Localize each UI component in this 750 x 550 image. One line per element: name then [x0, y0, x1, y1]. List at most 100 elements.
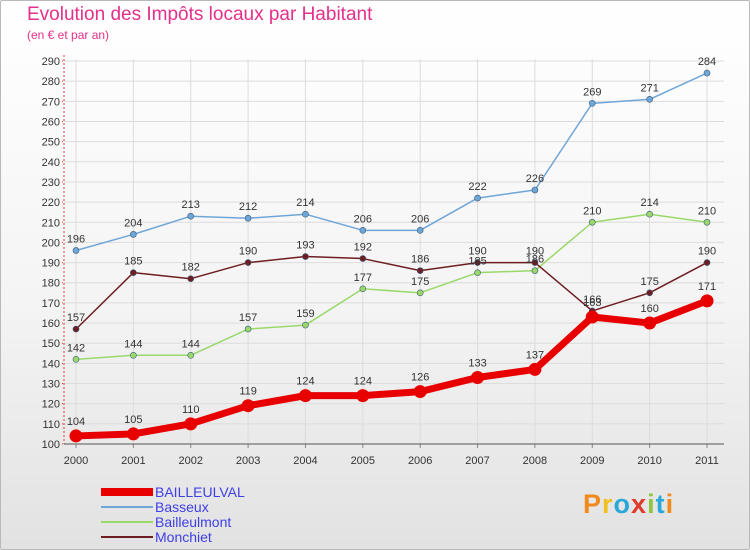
- data-label-bailleulval: 137: [526, 349, 544, 361]
- data-label-bailleulmont: 175: [411, 276, 429, 288]
- x-axis-ticks: 2000 2001 2002 2003 2004 2005 2006 2007 2008 2009…: [64, 455, 719, 467]
- y-tick-label: 240: [42, 157, 60, 169]
- data-point-bailleulmont: [531, 267, 539, 274]
- data-label-basseux: 213: [182, 199, 200, 211]
- data-label-bailleulval: 124: [296, 376, 314, 388]
- data-label-basseux: 204: [124, 217, 142, 229]
- series-line-monchiet: [75, 255, 708, 330]
- y-tick-label: 170: [42, 298, 60, 310]
- data-label-monchiet: 186: [411, 254, 429, 266]
- grid-lines: [64, 59, 724, 445]
- data-point-basseux: [359, 227, 367, 234]
- y-tick-label: 270: [42, 96, 60, 108]
- data-point-bailleulmont: [416, 289, 424, 297]
- data-point-basseux: [302, 210, 309, 218]
- y-tick-label: 140: [42, 358, 60, 370]
- data-label-bailleulval: 126: [411, 372, 429, 384]
- data-point-monchiet: [72, 325, 80, 333]
- y-tick-label: 220: [42, 197, 60, 209]
- data-label-monchiet: 175: [640, 276, 658, 288]
- data-point-bailleulmont: [474, 269, 481, 276]
- data-point-monchiet: [187, 275, 195, 283]
- data-point-basseux: [72, 247, 80, 254]
- logo-letter: t: [655, 489, 666, 519]
- data-label-basseux: 269: [583, 86, 601, 98]
- data-label-monchiet: 185: [124, 256, 142, 268]
- x-tick-label: 2010: [637, 455, 661, 467]
- data-label-basseux: 284: [698, 56, 716, 68]
- data-label-bailleulval: 160: [640, 303, 658, 315]
- data-label-monchiet: 192: [354, 242, 372, 254]
- x-tick-label: 2003: [236, 455, 260, 467]
- data-point-basseux: [130, 231, 137, 238]
- data-label-bailleulval: 124: [354, 376, 372, 388]
- logo-letter: r: [602, 489, 614, 519]
- logo-letter: i: [665, 489, 675, 519]
- data-label-bailleulval: 133: [468, 357, 486, 369]
- chart-title: Evolution des Impôts locaux par Habitant: [27, 4, 373, 25]
- x-tick-label: 2007: [465, 455, 489, 467]
- data-label-basseux: 214: [296, 197, 314, 209]
- data-point-bailleulmont: [359, 285, 367, 293]
- data-point-basseux: [244, 214, 252, 222]
- y-tick-label: 100: [42, 439, 60, 451]
- data-label-bailleulval: 104: [67, 416, 85, 428]
- data-label-monchiet: 190: [239, 246, 257, 258]
- data-label-bailleulmont: 177: [354, 272, 372, 284]
- data-label-basseux: 206: [354, 213, 372, 225]
- y-tick-label: 110: [42, 419, 60, 431]
- data-label-bailleulmont: 210: [583, 205, 601, 217]
- data-point-monchiet: [302, 253, 309, 260]
- data-point-basseux: [703, 69, 711, 77]
- data-label-bailleulmont: 214: [640, 197, 658, 209]
- data-point-bailleulval: [126, 427, 140, 441]
- y-tick-label: 190: [42, 258, 60, 270]
- line-chart: 100 110 120 130 140 150 160 170 180 190 200 210 220 2…: [42, 55, 724, 467]
- data-point-bailleulval: [69, 429, 83, 443]
- data-point-monchiet: [703, 259, 711, 266]
- data-label-basseux: 212: [239, 201, 257, 213]
- data-label-basseux: 206: [411, 213, 429, 225]
- data-label-monchiet: 190: [468, 246, 486, 258]
- data-point-bailleulmont: [703, 218, 711, 226]
- data-label-bailleulmont: 142: [67, 342, 85, 354]
- data-point-monchiet: [646, 289, 653, 297]
- data-label-monchiet: 190: [698, 246, 716, 258]
- data-point-monchiet: [531, 259, 539, 266]
- x-tick-label: 2004: [293, 455, 317, 467]
- data-label-basseux: 196: [67, 233, 85, 245]
- data-point-bailleulmont: [244, 325, 252, 333]
- data-label-bailleulval: 119: [239, 386, 257, 398]
- legend-label: BAILLEULVAL: [155, 484, 245, 500]
- legend-label: Monchiet: [155, 529, 212, 545]
- data-point-bailleulval: [298, 389, 312, 403]
- logo-letter: P: [583, 489, 603, 519]
- logo-letter: i: [647, 489, 656, 519]
- data-label-monchiet: 166: [583, 294, 601, 306]
- x-tick-label: 2009: [580, 455, 604, 467]
- legend-label: Basseux: [155, 499, 209, 515]
- data-point-bailleulval: [528, 362, 542, 376]
- y-axis-ticks: 100 110 120 130 140 150 160 170 180 190 200 210 220 2…: [42, 56, 60, 451]
- data-point-bailleulval: [471, 370, 485, 384]
- data-label-bailleulmont: 159: [296, 308, 314, 320]
- legend-swatch-bailleulmont: [101, 521, 153, 523]
- y-tick-label: 120: [42, 399, 60, 411]
- data-label-bailleulmont: 144: [182, 338, 200, 350]
- y-tick-label: 130: [42, 379, 60, 391]
- data-point-bailleulmont: [302, 321, 309, 329]
- x-tick-label: 2001: [121, 455, 145, 467]
- data-point-basseux: [474, 194, 481, 202]
- data-point-basseux: [531, 186, 539, 194]
- legend-swatch-basseux: [101, 506, 153, 508]
- data-label-monchiet: 190: [526, 246, 544, 258]
- y-tick-label: 290: [42, 56, 60, 68]
- series-line-bailleulmont: [75, 213, 708, 361]
- series-line-basseux: [75, 72, 708, 252]
- data-point-monchiet: [359, 255, 367, 262]
- y-tick-label: 150: [42, 338, 60, 350]
- data-point-bailleulval: [643, 316, 657, 330]
- data-label-bailleulval: 110: [182, 404, 200, 416]
- data-label-bailleulmont: 186: [526, 254, 544, 266]
- data-point-bailleulmont: [588, 218, 596, 226]
